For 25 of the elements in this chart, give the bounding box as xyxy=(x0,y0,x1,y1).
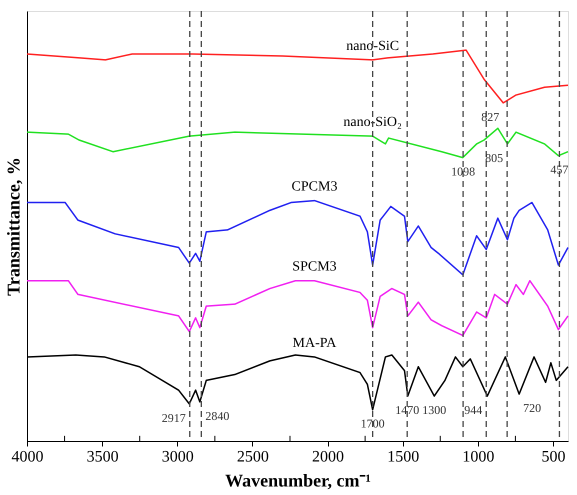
x-tick-label: 4000 xyxy=(12,448,44,466)
series-label: nano-SiC xyxy=(346,38,400,54)
y-axis-title: Transmittance, % xyxy=(4,157,24,296)
x-tick-label: 1500 xyxy=(387,448,420,466)
x-tick-label: 500 xyxy=(541,448,566,466)
annotation: 944 xyxy=(464,403,482,418)
annotation: 1300 xyxy=(422,403,446,418)
annotation: 720 xyxy=(523,401,542,416)
series-label: nano-SiO₂ xyxy=(343,115,402,130)
annotation: 2840 xyxy=(205,408,230,423)
annotation: 1470 xyxy=(395,403,420,418)
x-tick-label: 2500 xyxy=(236,448,269,466)
annotation: 805 xyxy=(485,150,504,165)
x-tick-label: 3500 xyxy=(86,448,119,466)
annotation: 827 xyxy=(481,110,500,124)
annotation: 2917 xyxy=(162,410,186,425)
series-label: MA-PA xyxy=(292,336,338,351)
series-label: CPCM3 xyxy=(292,180,338,195)
x-tick-label: 3000 xyxy=(162,448,194,466)
annotation: 1098 xyxy=(451,164,476,179)
x-tick-label: 1000 xyxy=(462,448,494,466)
x-axis-title: Wavenumber, cm⁻¹ xyxy=(225,470,371,490)
series-label: SPCM3 xyxy=(292,260,337,275)
x-tick-label: 2000 xyxy=(312,448,344,466)
annotation: 457 xyxy=(550,162,568,177)
